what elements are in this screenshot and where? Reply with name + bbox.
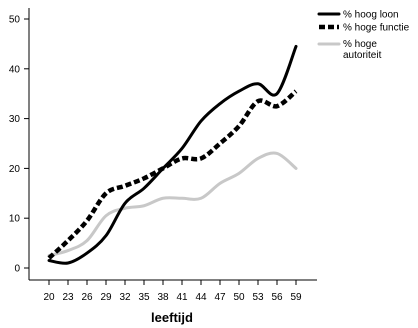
series-2-point-10: [239, 173, 240, 174]
x-tick-label: 50: [233, 292, 245, 303]
series-0-point-2: [87, 253, 88, 254]
x-tick-label: 23: [62, 292, 74, 303]
series-1-point-1: [68, 240, 69, 241]
y-tick-label: 30: [9, 114, 21, 125]
series-1-point-5: [144, 178, 145, 179]
series-2-point-11: [258, 158, 259, 159]
series-0-point-6: [163, 168, 164, 169]
series-1-point-7: [182, 158, 183, 159]
series-1-point-12: [277, 106, 278, 107]
series-1-point-0: [49, 258, 50, 259]
series-2-point-13: [296, 168, 297, 169]
legend-label-0: % hoog loon: [343, 10, 399, 21]
series-0-point-0: [49, 260, 50, 261]
series-0-point-9: [220, 103, 221, 104]
x-tick-label: 53: [252, 292, 264, 303]
series-0-point-13: [296, 46, 297, 47]
legend-label-2: % hoge: [343, 39, 377, 50]
series-2-point-4: [125, 208, 126, 209]
series-1-point-8: [201, 158, 202, 159]
series-2-point-2: [87, 240, 88, 241]
series-0-point-12: [277, 93, 278, 94]
x-tick-label: 41: [176, 292, 188, 303]
y-tick-label: 40: [9, 64, 21, 75]
series-0-point-3: [106, 235, 107, 236]
series-0-point-4: [125, 203, 126, 204]
series-2-point-3: [106, 215, 107, 216]
y-tick-label: 0: [14, 264, 20, 275]
x-tick-label: 26: [81, 292, 93, 303]
series-2-point-12: [277, 153, 278, 154]
x-axis-ticks: 20 23 26 29 32 35 38 41 44 47 50 53 56 59: [43, 280, 302, 303]
series-2-point-7: [182, 198, 183, 199]
series-line-0: [47, 44, 298, 265]
series-0-point-10: [239, 91, 240, 92]
series-0-point-8: [201, 121, 202, 122]
legend: % hoog loon % hoge functie % hogeautoritei…: [317, 10, 410, 61]
y-tick-label: 20: [9, 164, 21, 175]
series-1-point-13: [296, 91, 297, 92]
series-1-point-11: [258, 101, 259, 102]
x-tick-label: 20: [43, 292, 55, 303]
x-tick-label: 59: [290, 292, 302, 303]
x-tick-label: 44: [195, 292, 207, 303]
series-0-point-5: [144, 188, 145, 189]
x-tick-label: 29: [100, 292, 112, 303]
y-axis-ticks: 0 10 20 30 40 50: [9, 15, 29, 275]
legend-label-2: autoriteit: [343, 50, 382, 61]
series-2-point-9: [220, 183, 221, 184]
series-1-point-3: [106, 193, 107, 194]
series-0-point-7: [182, 148, 183, 149]
series-2-point-8: [201, 198, 202, 199]
series-2-point-6: [163, 198, 164, 199]
y-tick-label: 50: [9, 15, 21, 26]
axes: [28, 8, 317, 281]
legend-label-1: % hoge functie: [343, 23, 410, 34]
x-tick-label: 35: [138, 292, 150, 303]
series-lines: [47, 44, 298, 265]
series-0-point-1: [68, 263, 69, 264]
series-0-point-11: [258, 83, 259, 84]
series-2-point-5: [144, 205, 145, 206]
series-1-point-4: [125, 185, 126, 186]
y-tick-label: 10: [9, 214, 21, 225]
x-tick-label: 38: [157, 292, 169, 303]
series-line-1: [47, 89, 298, 260]
series-1-point-9: [220, 143, 221, 144]
series-2-point-1: [68, 250, 69, 251]
x-axis-title: leeftijd: [151, 310, 193, 325]
series-line-2: [47, 151, 298, 258]
x-tick-label: 32: [119, 292, 131, 303]
x-tick-label: 47: [214, 292, 226, 303]
series-1-point-2: [87, 220, 88, 221]
x-tick-label: 56: [271, 292, 283, 303]
series-1-point-10: [239, 126, 240, 127]
